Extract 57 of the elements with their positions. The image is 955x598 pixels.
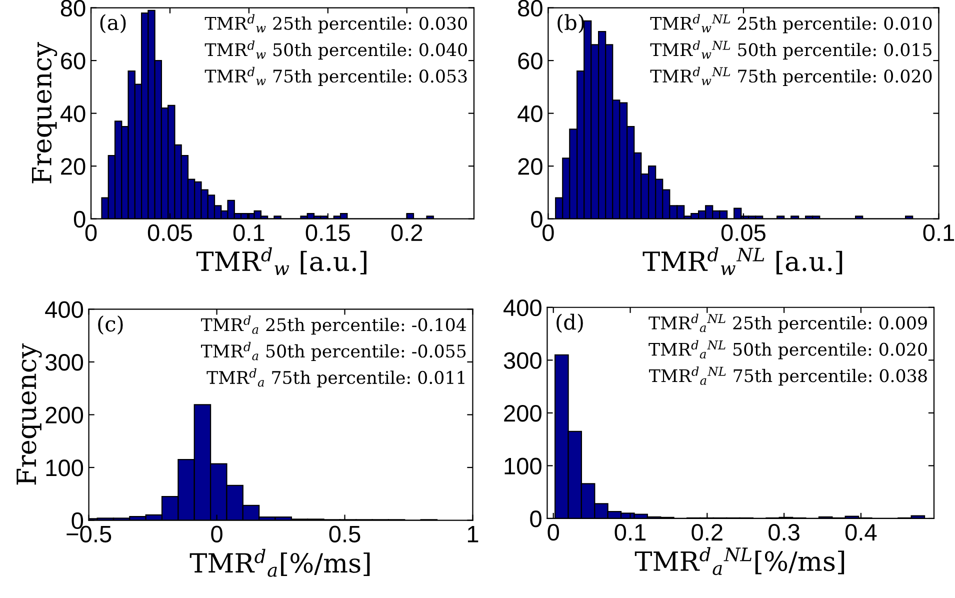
- y-tick-label: 100: [504, 458, 542, 474]
- annotation: TMR$^{d}$$_{w}$$^{NL}$ 25th percentile: 0.010: [650, 14, 932, 34]
- annotation: TMR$^{d}$$_{w}$ 25th percentile: 0.030: [204, 14, 467, 34]
- x-tick-label: 0: [85, 224, 97, 242]
- y-tick-label: 80: [60, 0, 86, 17]
- y-axis-title: Frequency: [16, 343, 42, 485]
- y-tick-label: 200: [46, 406, 84, 424]
- y-tick-label: 0: [530, 510, 542, 528]
- annotation: TMR$^{d}$$_{a}$ 25th percentile: -0.104: [200, 316, 466, 335]
- x-tick-label: 0.1: [233, 224, 264, 242]
- x-tick-label: 0.05: [148, 224, 192, 242]
- x-tick-label: 0.3: [768, 524, 800, 541]
- x-axis-title: TMR$^{d}$$_{w}$$^{NL}$ [a.u.]: [642, 247, 842, 275]
- x-tick-label: 1: [468, 526, 478, 542]
- y-tick-label: 400: [504, 299, 542, 316]
- annotation: TMR$^{d}$$_{a}$$^{NL}$ 25th percentile: 0.009: [648, 314, 927, 333]
- y-tick-label: 60: [61, 52, 86, 70]
- x-axis-title: TMR$^{d}$$_{w}$ [a.u.]: [196, 247, 366, 275]
- annotation: TMR$^{d}$$_{w}$$^{NL}$ 50th percentile: 0.015: [650, 40, 932, 60]
- x-tick-label: 0: [542, 224, 554, 242]
- x-tick-label: 0.1: [923, 224, 954, 242]
- y-tick-label: 200: [504, 404, 542, 422]
- y-tick-label: 80: [518, 0, 542, 17]
- annotation: TMR$^{d}$$_{w}$ 75th percentile: 0.053: [204, 66, 467, 86]
- x-tick-label: 0: [211, 526, 222, 542]
- annotation: TMR$^{d}$$_{a}$ 50th percentile: -0.055: [200, 342, 466, 362]
- annotation: TMR$^{d}$$_{w}$$^{NL}$ 75th percentile: 0.020: [650, 66, 932, 86]
- x-tick-label: 0.2: [692, 524, 722, 541]
- annotation: TMR$^{d}$$_{a}$$^{NL}$ 50th percentile: 0.020: [648, 340, 927, 360]
- y-tick-label: 100: [46, 460, 84, 476]
- x-axis-title: TMR$^{d}$$_{a}$$^{NL}$[%/ms]: [634, 547, 844, 576]
- annotation: TMR$^{d}$$_{a}$ 75th percentile: 0.011: [206, 368, 464, 388]
- x-tick-label: 0.05: [721, 224, 766, 242]
- annotation: (c): [98, 316, 123, 335]
- y-tick-label: 300: [504, 352, 542, 369]
- y-axis-title: Frequency: [32, 42, 58, 184]
- x-tick-label: 0.15: [306, 224, 350, 242]
- annotation: TMR$^{d}$$_{a}$$^{NL}$ 75th percentile: 0.038: [649, 366, 927, 386]
- y-tick-label: 40: [60, 105, 86, 122]
- y-tick-label: 20: [61, 158, 86, 175]
- y-tick-label: 40: [518, 105, 542, 122]
- annotation: (a): [100, 14, 126, 34]
- y-tick-label: 300: [45, 354, 84, 371]
- annotation: (b): [558, 14, 584, 34]
- x-tick-label: 0: [548, 524, 560, 541]
- x-axis-title: TMR$^{d}$$_{a}$[%/ms]: [190, 548, 370, 577]
- x-tick-label: 0.4: [845, 524, 877, 541]
- x-tick-label: 0.1: [614, 524, 646, 541]
- x-tick-label: 0.5: [329, 526, 360, 542]
- annotation: (d): [556, 314, 583, 333]
- y-tick-label: 0: [74, 210, 86, 228]
- x-tick-label: 0.2: [391, 224, 422, 242]
- y-tick-label: 20: [518, 158, 542, 175]
- annotation: TMR$^{d}$$_{w}$ 50th percentile: 0.040: [204, 40, 467, 60]
- y-tick-label: 0: [531, 210, 542, 228]
- y-tick-label: 400: [45, 301, 84, 318]
- y-tick-label: 60: [518, 52, 542, 70]
